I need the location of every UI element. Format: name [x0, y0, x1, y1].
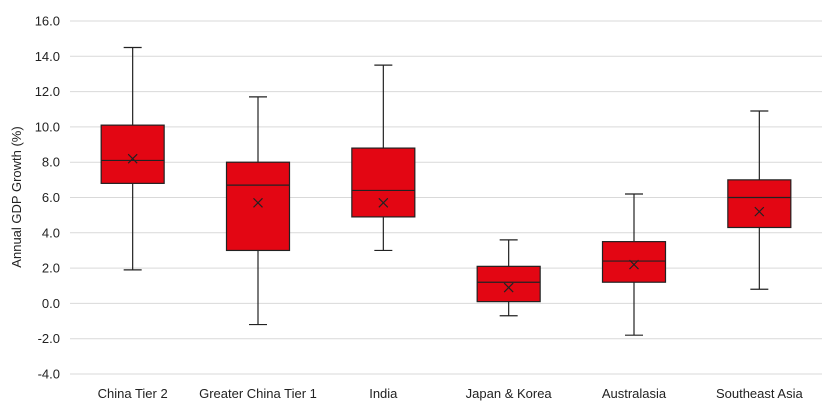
- mean-marker: [127, 153, 138, 164]
- x-axis-category-labels: China Tier 2 Greater China Tier 1 India Jap…: [98, 386, 804, 401]
- gridlines: [70, 20, 822, 375]
- boxes: [100, 46, 792, 336]
- x-category-label: Japan & Korea: [466, 386, 553, 401]
- mean-marker: [378, 197, 389, 208]
- y-axis-title: Annual GDP Growth (%): [9, 126, 24, 267]
- box-iqr: [225, 161, 291, 252]
- x-category-label: India: [369, 386, 398, 401]
- mean-marker: [503, 282, 514, 293]
- mean-marker: [754, 206, 765, 217]
- y-tick-label: -2.0: [38, 331, 60, 346]
- x-category-label: Greater China Tier 1: [199, 386, 317, 401]
- box-6: [727, 110, 792, 290]
- box-iqr: [727, 179, 792, 229]
- box-iqr: [476, 265, 541, 303]
- y-tick-label: 14.0: [35, 49, 60, 64]
- box-3: [351, 64, 416, 252]
- y-tick-label: 8.0: [42, 155, 60, 170]
- y-tick-label: 10.0: [35, 119, 60, 134]
- box-iqr: [601, 241, 667, 283]
- y-tick-label: 2.0: [42, 261, 60, 276]
- x-category-label: Southeast Asia: [716, 386, 803, 401]
- y-tick-label: 16.0: [35, 14, 60, 29]
- y-tick-label: -4.0: [38, 367, 60, 382]
- y-tick-label: 0.0: [42, 296, 60, 311]
- y-tick-label: 12.0: [35, 84, 60, 99]
- box-5: [601, 193, 667, 336]
- y-tick-label: 4.0: [42, 225, 60, 240]
- x-category-label: China Tier 2: [98, 386, 168, 401]
- box-4: [476, 239, 541, 317]
- y-axis-ticks: -4.0 -2.0 0.0 2.0 4.0 6.0 8.0 10.0 12.0 14.0 16.0: [35, 14, 60, 382]
- mean-marker: [253, 197, 263, 208]
- box-2: [225, 96, 291, 326]
- y-tick-label: 6.0: [42, 190, 60, 205]
- box-iqr: [100, 124, 165, 184]
- box-iqr: [351, 147, 416, 218]
- box-1: [100, 46, 165, 271]
- x-category-label: Australasia: [602, 386, 667, 401]
- mean-marker: [629, 259, 639, 270]
